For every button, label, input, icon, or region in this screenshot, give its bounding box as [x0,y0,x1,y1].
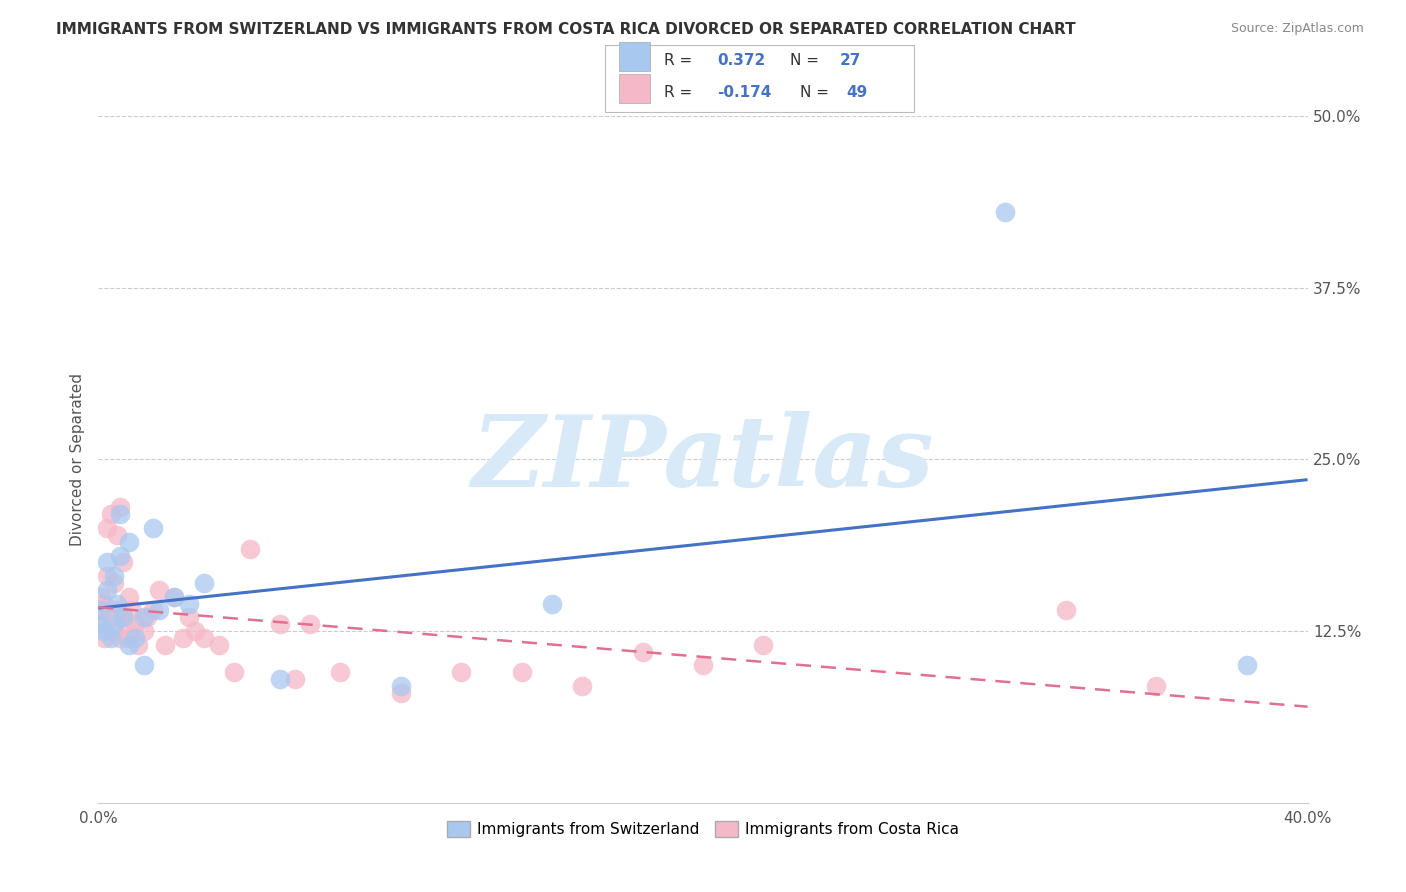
Point [114,617,136,632]
Point [111,555,134,570]
Point [103,576,125,591]
Point [135,610,157,624]
Point [540,597,562,611]
Point [90,590,112,604]
Point [103,569,125,583]
Point [163,590,186,604]
Point [118,590,141,604]
Point [96,555,118,570]
Point [631,645,654,659]
Point [111,610,134,624]
Point [111,610,134,624]
Point [179,610,201,624]
Point [1144,679,1167,693]
Text: -0.174: -0.174 [717,86,772,100]
Point [124,617,146,632]
Point [121,603,143,617]
Point [179,597,201,611]
Point [100,508,122,522]
Point [184,624,207,639]
Point [148,582,170,597]
Text: Source: ZipAtlas.com: Source: ZipAtlas.com [1230,22,1364,36]
Text: N =: N = [790,54,824,68]
Point [108,549,131,563]
Text: N =: N = [800,86,834,100]
Point [163,590,186,604]
Point [118,631,141,645]
Text: 27: 27 [839,54,860,68]
Point [299,617,322,632]
Point [752,638,775,652]
Point [108,500,131,515]
Text: 49: 49 [846,86,868,100]
Point [96,569,118,583]
Point [132,658,155,673]
Point [153,638,176,652]
Point [329,665,352,680]
Point [450,665,472,680]
Point [142,521,165,535]
Point [510,665,533,680]
Point [127,638,149,652]
Point [208,638,231,652]
Point [108,508,131,522]
Point [142,603,165,617]
Point [224,665,246,680]
Point [100,610,122,624]
Point [389,686,412,700]
Point [692,658,714,673]
Point [93,631,115,645]
Point [100,631,122,645]
Text: 0.372: 0.372 [717,54,765,68]
Point [93,597,115,611]
Point [389,679,412,693]
Point [148,603,170,617]
Point [90,617,112,632]
Point [87,617,110,632]
Point [193,631,215,645]
Point [105,528,128,542]
Text: ZIPatlas: ZIPatlas [472,411,934,508]
Point [90,603,112,617]
Text: R =: R = [664,86,697,100]
Point [1236,658,1258,673]
Point [284,672,307,686]
Point [105,603,128,617]
Point [269,672,291,686]
Point [172,631,194,645]
Point [105,597,128,611]
Point [132,624,155,639]
Point [571,679,593,693]
Y-axis label: Divorced or Separated: Divorced or Separated [70,373,86,546]
Point [118,638,141,652]
Point [132,610,155,624]
Point [108,631,131,645]
Legend: Immigrants from Switzerland, Immigrants from Costa Rica: Immigrants from Switzerland, Immigrants … [440,815,966,843]
Point [93,624,115,639]
Text: IMMIGRANTS FROM SWITZERLAND VS IMMIGRANTS FROM COSTA RICA DIVORCED OR SEPARATED : IMMIGRANTS FROM SWITZERLAND VS IMMIGRANT… [56,22,1076,37]
Point [269,617,291,632]
Point [103,624,125,639]
Point [96,582,118,597]
Point [239,541,262,556]
Point [87,603,110,617]
Point [103,617,125,632]
Point [994,205,1017,219]
Point [118,534,141,549]
Point [193,576,215,591]
Point [1054,603,1077,617]
Text: R =: R = [664,54,697,68]
Point [96,521,118,535]
Point [124,631,146,645]
